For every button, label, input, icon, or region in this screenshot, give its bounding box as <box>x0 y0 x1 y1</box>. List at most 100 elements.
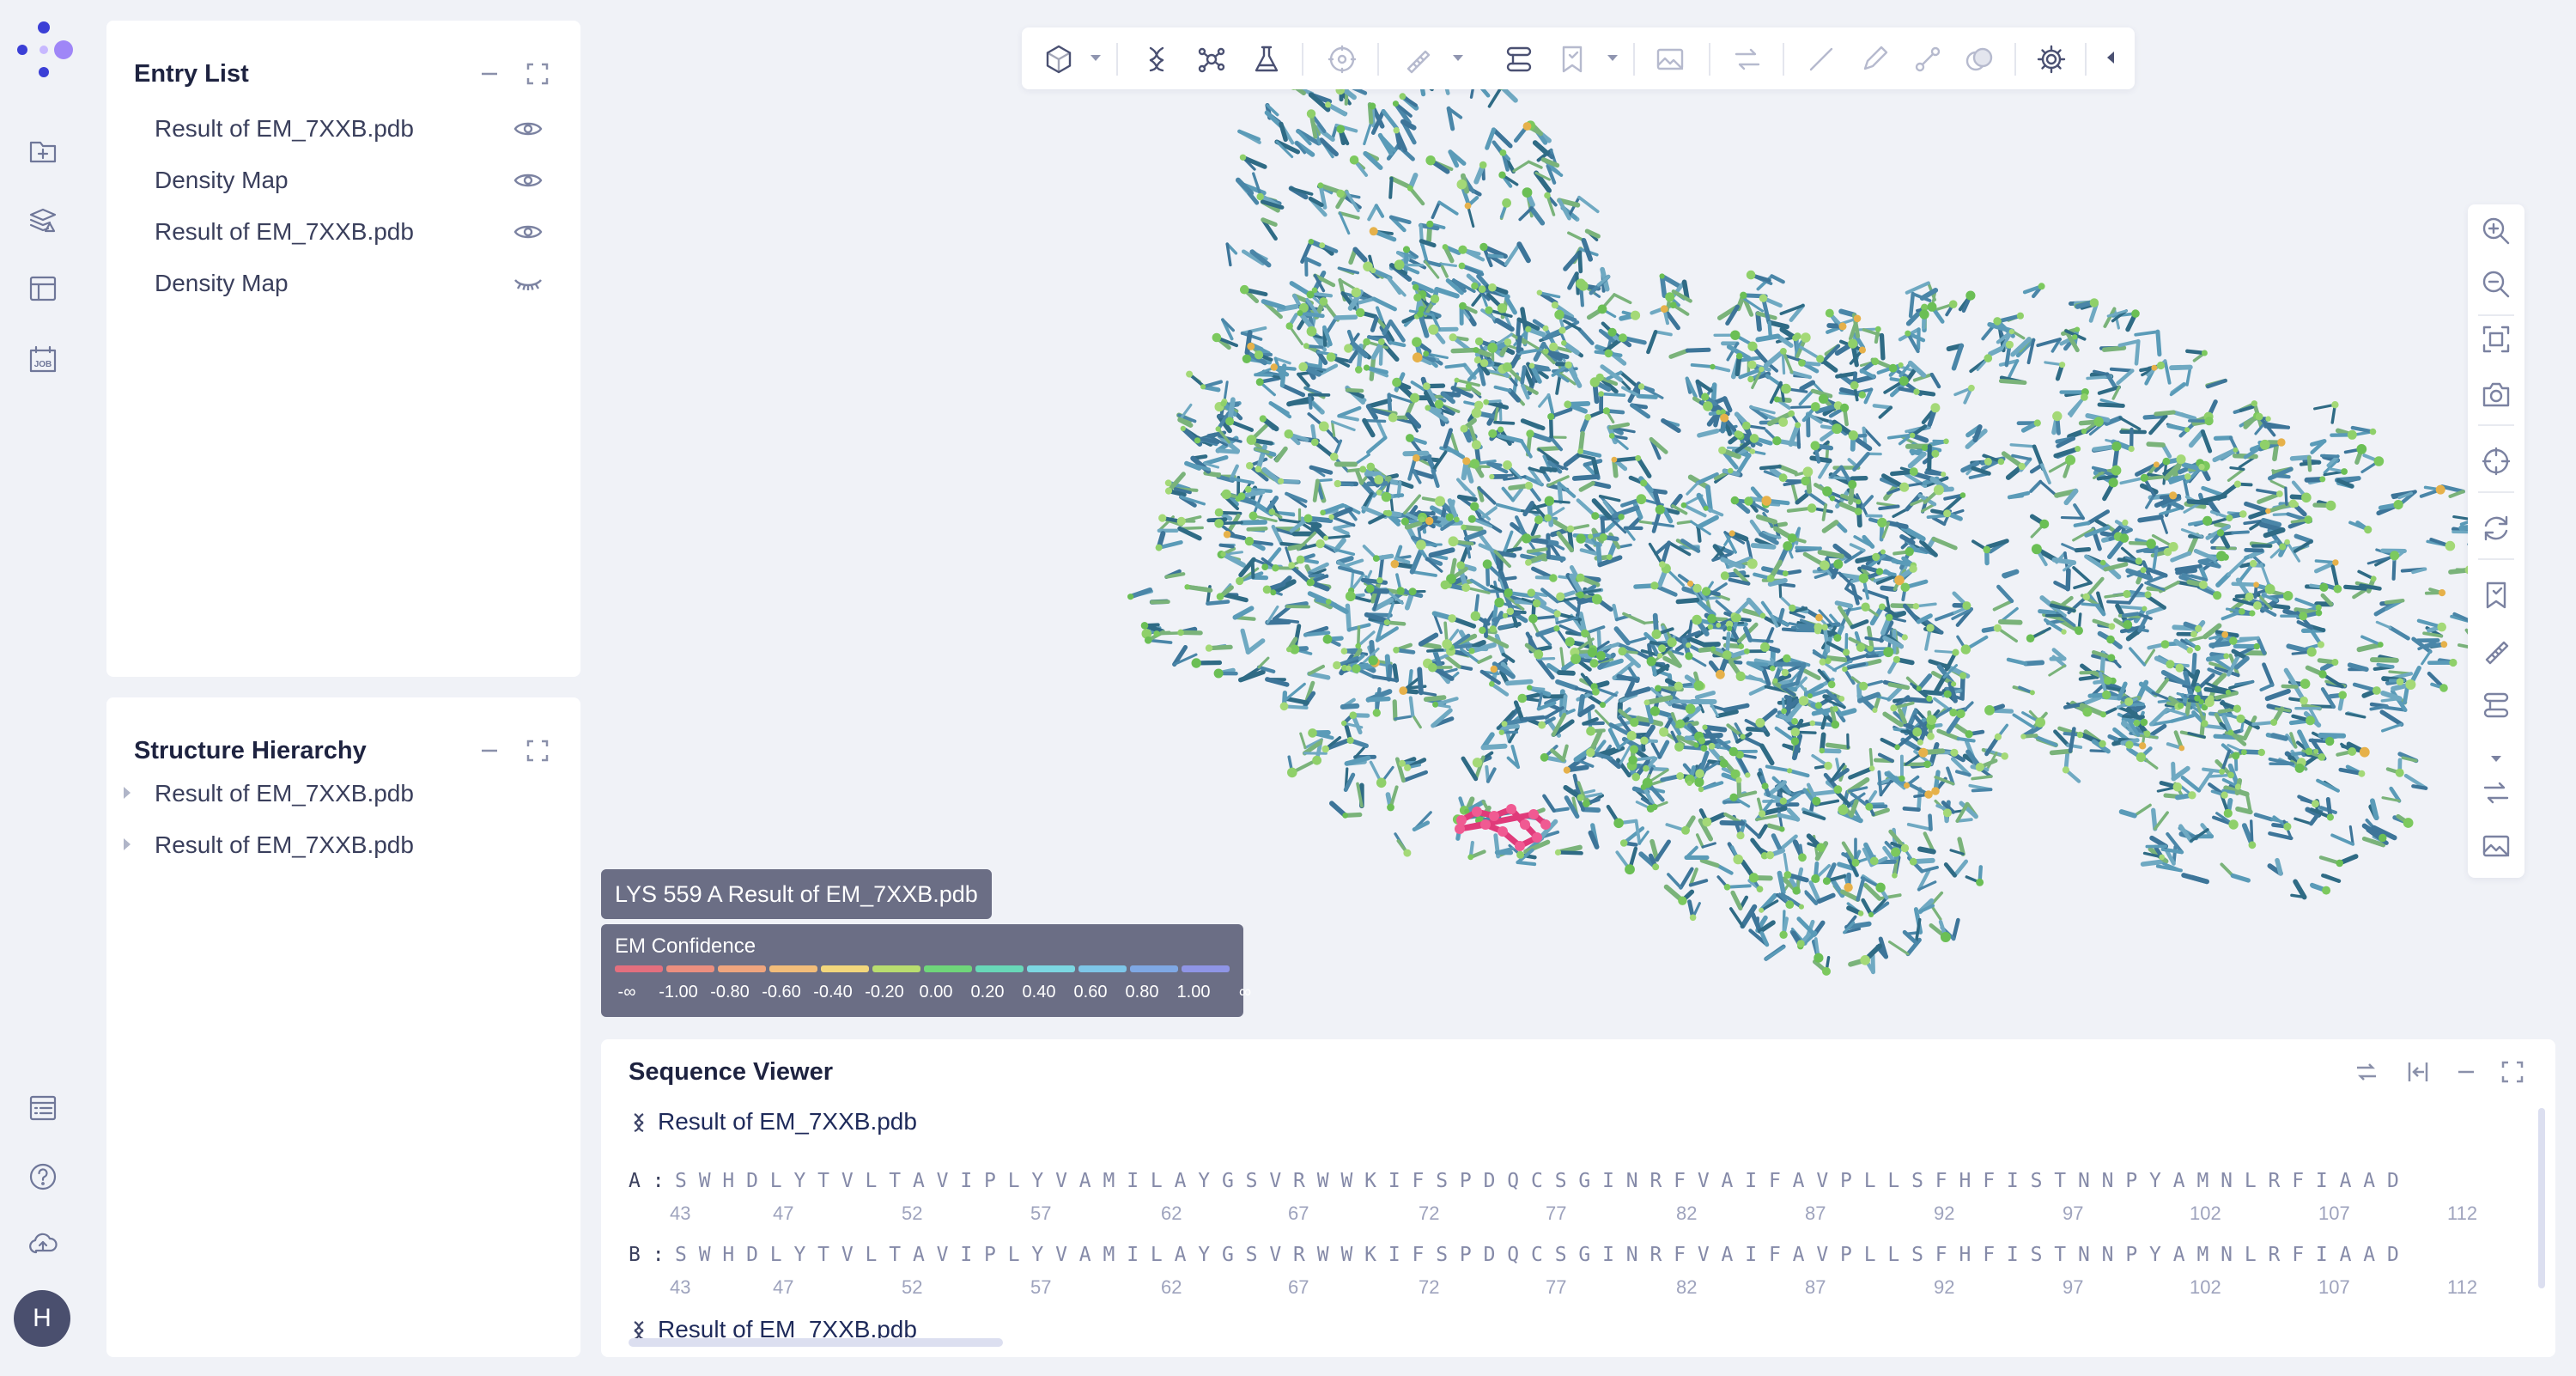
representation-icon[interactable] <box>1042 43 1075 76</box>
residue-number: 97 <box>2063 1276 2084 1298</box>
chain-sequence[interactable]: S W H D L Y T V L T A V I P L Y V A M I … <box>675 1244 2399 1266</box>
eye-icon[interactable] <box>513 119 543 139</box>
molecule-viewport[interactable] <box>601 0 2576 1031</box>
sequence-entry-title[interactable]: Result of EM_7XXB.pdb <box>658 1108 917 1135</box>
expand-caret-icon[interactable] <box>124 787 131 799</box>
legend-color-bar <box>1130 965 1178 972</box>
residue-number: 62 <box>1161 1202 1182 1224</box>
molecule-icon[interactable] <box>1195 43 1228 76</box>
sequence-entry-title[interactable]: Result of EM_7XXB.pdb <box>658 1316 917 1343</box>
bookmark-icon[interactable] <box>2480 579 2512 612</box>
table-icon[interactable] <box>22 268 64 309</box>
legend-tick-label: 0.00 <box>919 983 953 1002</box>
legend-tick-label: -∞ <box>617 983 636 1002</box>
rotate-icon[interactable] <box>2480 512 2512 545</box>
layers-icon[interactable] <box>22 199 64 240</box>
residue-number: 92 <box>1934 1202 1955 1224</box>
chain-sequence[interactable]: S W H D L Y T V L T A V I P L Y V A M I … <box>675 1170 2399 1192</box>
divider <box>2478 558 2514 560</box>
job-icon[interactable]: JOB <box>22 338 64 380</box>
settings-icon[interactable] <box>2035 43 2068 76</box>
vertical-scrollbar[interactable] <box>2538 1108 2545 1288</box>
align-left-icon[interactable] <box>2404 1058 2432 1086</box>
zoom-out-icon[interactable] <box>2480 268 2512 301</box>
divider <box>2478 424 2514 426</box>
legend-tick-label: 1.00 <box>1176 983 1211 1002</box>
hierarchy-item[interactable]: Result of EM_7XXB.pdb <box>155 780 414 807</box>
pencil-icon[interactable] <box>1858 43 1891 76</box>
measure-icon[interactable] <box>2480 634 2512 667</box>
sequence-icon <box>629 1319 651 1342</box>
image-icon[interactable] <box>1654 43 1686 76</box>
residue-number: 92 <box>1934 1276 1955 1298</box>
entry-item[interactable]: Density Map <box>155 270 289 296</box>
legend-color-bar <box>924 965 972 972</box>
legend-tick-label: 0.20 <box>970 983 1005 1002</box>
chain-label: A : <box>629 1170 665 1192</box>
measure-icon[interactable] <box>1401 43 1434 76</box>
legend-tick-label: -0.40 <box>813 983 853 1002</box>
zoom-in-icon[interactable] <box>2480 215 2512 247</box>
link-icon[interactable] <box>1911 43 1944 76</box>
toolbar-divider <box>2014 43 2016 76</box>
toolbar-divider <box>1783 43 1784 76</box>
residue-number: 87 <box>1805 1276 1826 1298</box>
entry-item[interactable]: Result of EM_7XXB.pdb <box>155 115 414 142</box>
horizontal-scrollbar[interactable] <box>629 1338 1003 1347</box>
residue-number: 57 <box>1030 1276 1052 1298</box>
entry-item[interactable]: Density Map <box>155 167 289 193</box>
residue-number: 102 <box>2190 1202 2221 1224</box>
minimize-icon[interactable] <box>476 737 503 764</box>
em-confidence-legend: EM Confidence -∞ -1.00 -0.80 -0.60 -0.40 -0.2… <box>601 924 1251 1017</box>
maximize-icon[interactable] <box>524 737 551 764</box>
eye-icon[interactable] <box>513 170 543 191</box>
app-logo[interactable] <box>14 21 74 77</box>
user-avatar[interactable]: H <box>14 1290 70 1347</box>
help-icon[interactable] <box>22 1156 64 1197</box>
minimize-icon[interactable] <box>2452 1058 2480 1086</box>
chevron-down-icon[interactable] <box>1453 55 1463 61</box>
molecule-structure[interactable] <box>601 0 2576 1031</box>
swap-icon[interactable] <box>2353 1058 2380 1086</box>
eye-icon[interactable] <box>513 222 543 242</box>
hierarchy-item[interactable]: Result of EM_7XXB.pdb <box>155 831 414 858</box>
cloud-icon[interactable] <box>22 1223 64 1264</box>
expand-caret-icon[interactable] <box>124 838 131 850</box>
line-icon[interactable] <box>1805 43 1838 76</box>
chevron-down-icon[interactable] <box>1607 55 1618 61</box>
residue-number: 107 <box>2318 1202 2350 1224</box>
collapse-icon[interactable] <box>2107 52 2114 64</box>
swap-icon[interactable] <box>2480 776 2512 809</box>
swap-icon[interactable] <box>1731 43 1764 76</box>
align-icon[interactable] <box>1503 43 1535 76</box>
chevron-down-icon[interactable] <box>1091 55 1101 61</box>
viewer-toolbar <box>1022 27 2135 89</box>
maximize-icon[interactable] <box>2499 1058 2526 1086</box>
fit-view-icon[interactable] <box>2480 323 2512 356</box>
bookmark-icon[interactable] <box>1556 43 1589 76</box>
toolbar-divider <box>2085 43 2087 76</box>
legend-color-bar <box>872 965 920 972</box>
entry-item[interactable]: Result of EM_7XXB.pdb <box>155 218 414 245</box>
import-icon[interactable] <box>22 131 64 172</box>
app-rail: JOB H <box>0 0 86 1376</box>
highlighted-residue[interactable] <box>1455 804 1551 851</box>
legend-color-bar <box>769 965 817 972</box>
camera-icon[interactable] <box>2480 378 2512 411</box>
image-icon[interactable] <box>2480 830 2512 862</box>
structure-hierarchy-panel: Structure Hierarchy Result of EM_7XXB.pd… <box>106 697 580 1357</box>
list-icon[interactable] <box>22 1087 64 1129</box>
overlap-icon[interactable] <box>1963 43 1996 76</box>
legend-color-bar <box>718 965 766 972</box>
center-icon[interactable] <box>2480 445 2512 478</box>
target-icon[interactable] <box>1326 43 1358 76</box>
legend-tick-label: -0.80 <box>710 983 750 1002</box>
chevron-down-icon[interactable] <box>2491 756 2501 762</box>
sequence-icon[interactable] <box>1140 43 1173 76</box>
residue-number: 112 <box>2447 1276 2478 1298</box>
maximize-icon[interactable] <box>524 60 551 88</box>
eye-hidden-icon[interactable] <box>513 273 543 294</box>
align-icon[interactable] <box>2480 689 2512 721</box>
flask-icon[interactable] <box>1250 43 1283 76</box>
minimize-icon[interactable] <box>476 60 503 88</box>
